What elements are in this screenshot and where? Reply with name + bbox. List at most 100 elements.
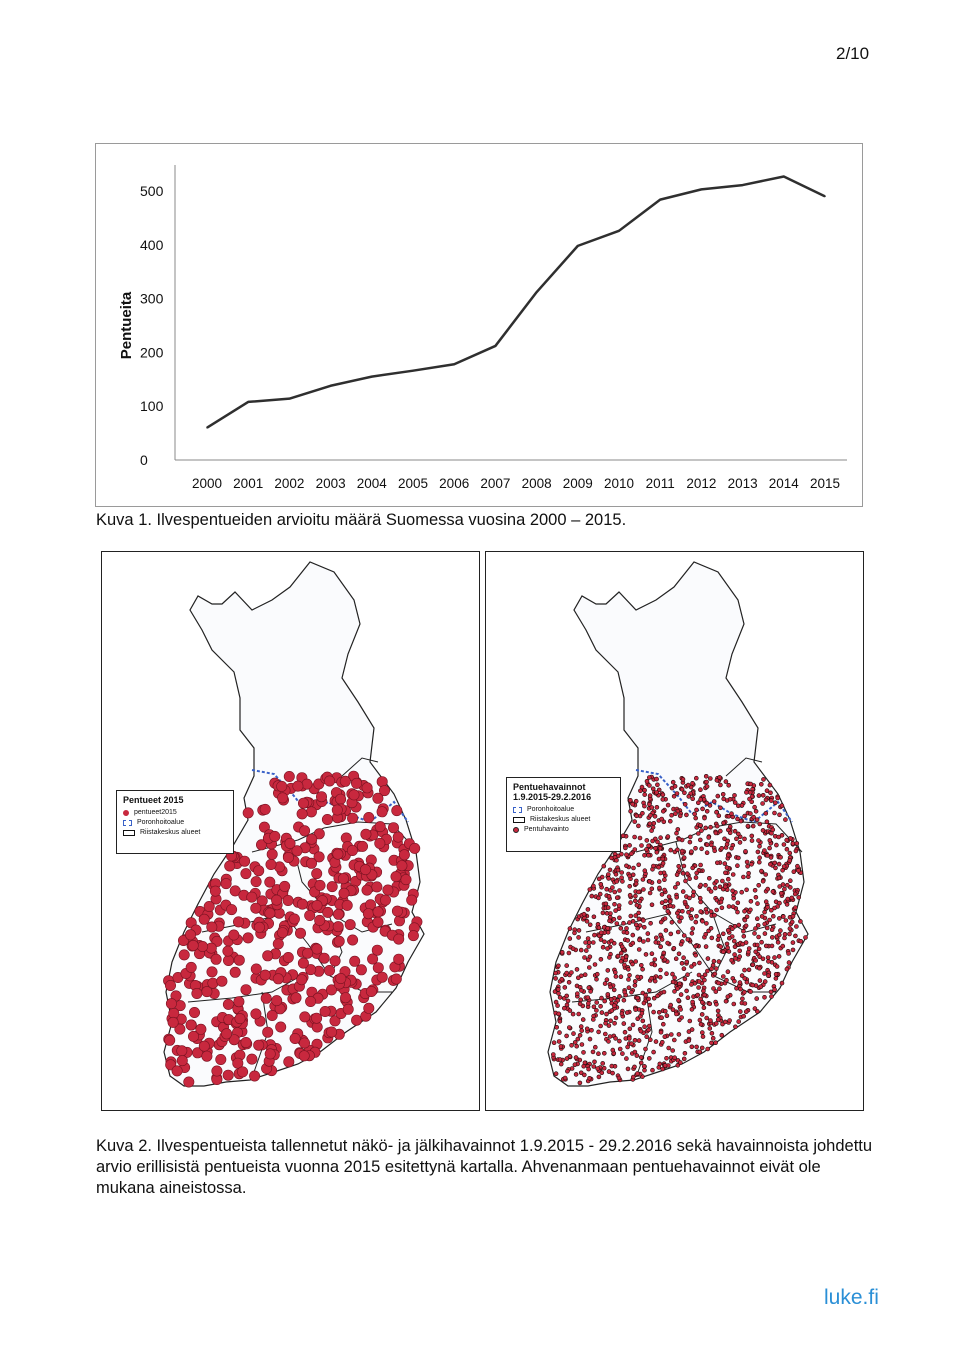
map-marker [689,1007,695,1012]
map-marker [708,824,713,830]
data-point [412,369,414,372]
map-marker [556,1039,562,1044]
map-marker [760,878,766,884]
map-marker [390,973,402,985]
map-marker [627,972,632,978]
map-marker [644,838,650,843]
map-marker [759,914,765,919]
map-marker [656,864,661,870]
map-marker [296,898,308,910]
map-marker [700,806,705,812]
map-marker [634,902,640,908]
map-marker [759,868,764,874]
map-marker [778,928,783,933]
map-marker [585,995,591,1000]
legend-label: Riistakeskus alueet [140,829,201,836]
map-marker [714,778,720,783]
map-marker [662,877,667,883]
map-marker [668,847,673,853]
map-marker [721,820,726,826]
map-marker [584,1026,590,1032]
map-marker [292,780,304,792]
map-marker [776,834,782,840]
map-marker [675,986,680,991]
map-marker [642,1024,647,1030]
map-marker [782,886,787,892]
map-marker [636,1038,642,1043]
map-marker [554,1024,559,1030]
map-marker [787,926,793,931]
map-marker [675,910,680,916]
map-marker [735,816,740,822]
map-marker [333,908,345,920]
map-marker [674,791,680,796]
map-marker [663,898,668,904]
map-marker [677,1017,682,1023]
map-marker [711,986,716,991]
map-marker [617,915,622,921]
map-marker [584,918,590,924]
map-marker [714,966,719,971]
map-marker [787,885,793,890]
map-marker [694,775,699,781]
map-marker [551,1040,557,1046]
map-marker [768,790,773,796]
map-marker [633,893,638,899]
map-marker [793,933,798,939]
map-marker [337,873,349,885]
map-marker [671,945,677,951]
map-marker [630,961,635,967]
map-marker [638,1028,644,1034]
map-marker [559,976,565,982]
map-marker [660,860,666,866]
map-marker [724,941,730,947]
map-marker [784,846,790,852]
map-marker [762,931,768,936]
map-marker [678,941,684,947]
map-marker [750,962,756,968]
map-marker [704,800,710,806]
map-marker [362,908,374,920]
map-marker [654,935,659,941]
map-marker [773,865,778,871]
map-marker [191,987,203,999]
map-marker [627,1036,632,1041]
map-marker [614,879,619,884]
x-tick-label: 2005 [398,476,428,491]
map-marker [339,775,351,787]
map-marker [654,776,659,782]
map-marker [704,910,710,915]
map-marker [720,878,725,884]
map-marker [646,996,651,1002]
map-marker [605,925,610,931]
map-marker [577,1001,583,1007]
map-marker [722,861,728,866]
map-marker [604,886,609,892]
map-marker [638,1060,644,1066]
map-marker [621,920,626,926]
map-marker [751,814,757,820]
data-point [659,198,661,201]
map-marker [703,944,709,949]
map-marker [679,960,685,966]
map-marker [704,808,710,814]
map-marker [727,1018,732,1023]
map-marker [647,1002,652,1008]
map-marker [256,839,268,851]
map-marker [775,795,781,801]
map-marker [712,848,717,854]
map-marker [611,987,617,993]
map-marker [627,1026,633,1032]
map-marker [720,792,726,797]
map-marker [709,1040,714,1046]
map-marker [609,938,614,944]
map-marker [760,828,766,833]
map-marker [591,1064,597,1069]
map-marker [651,995,657,1001]
map-marker [762,921,768,927]
map-marker [603,1031,608,1037]
map-marker [743,923,749,929]
map-marker [704,850,710,856]
map-marker [557,1030,562,1035]
map-marker [787,931,792,937]
